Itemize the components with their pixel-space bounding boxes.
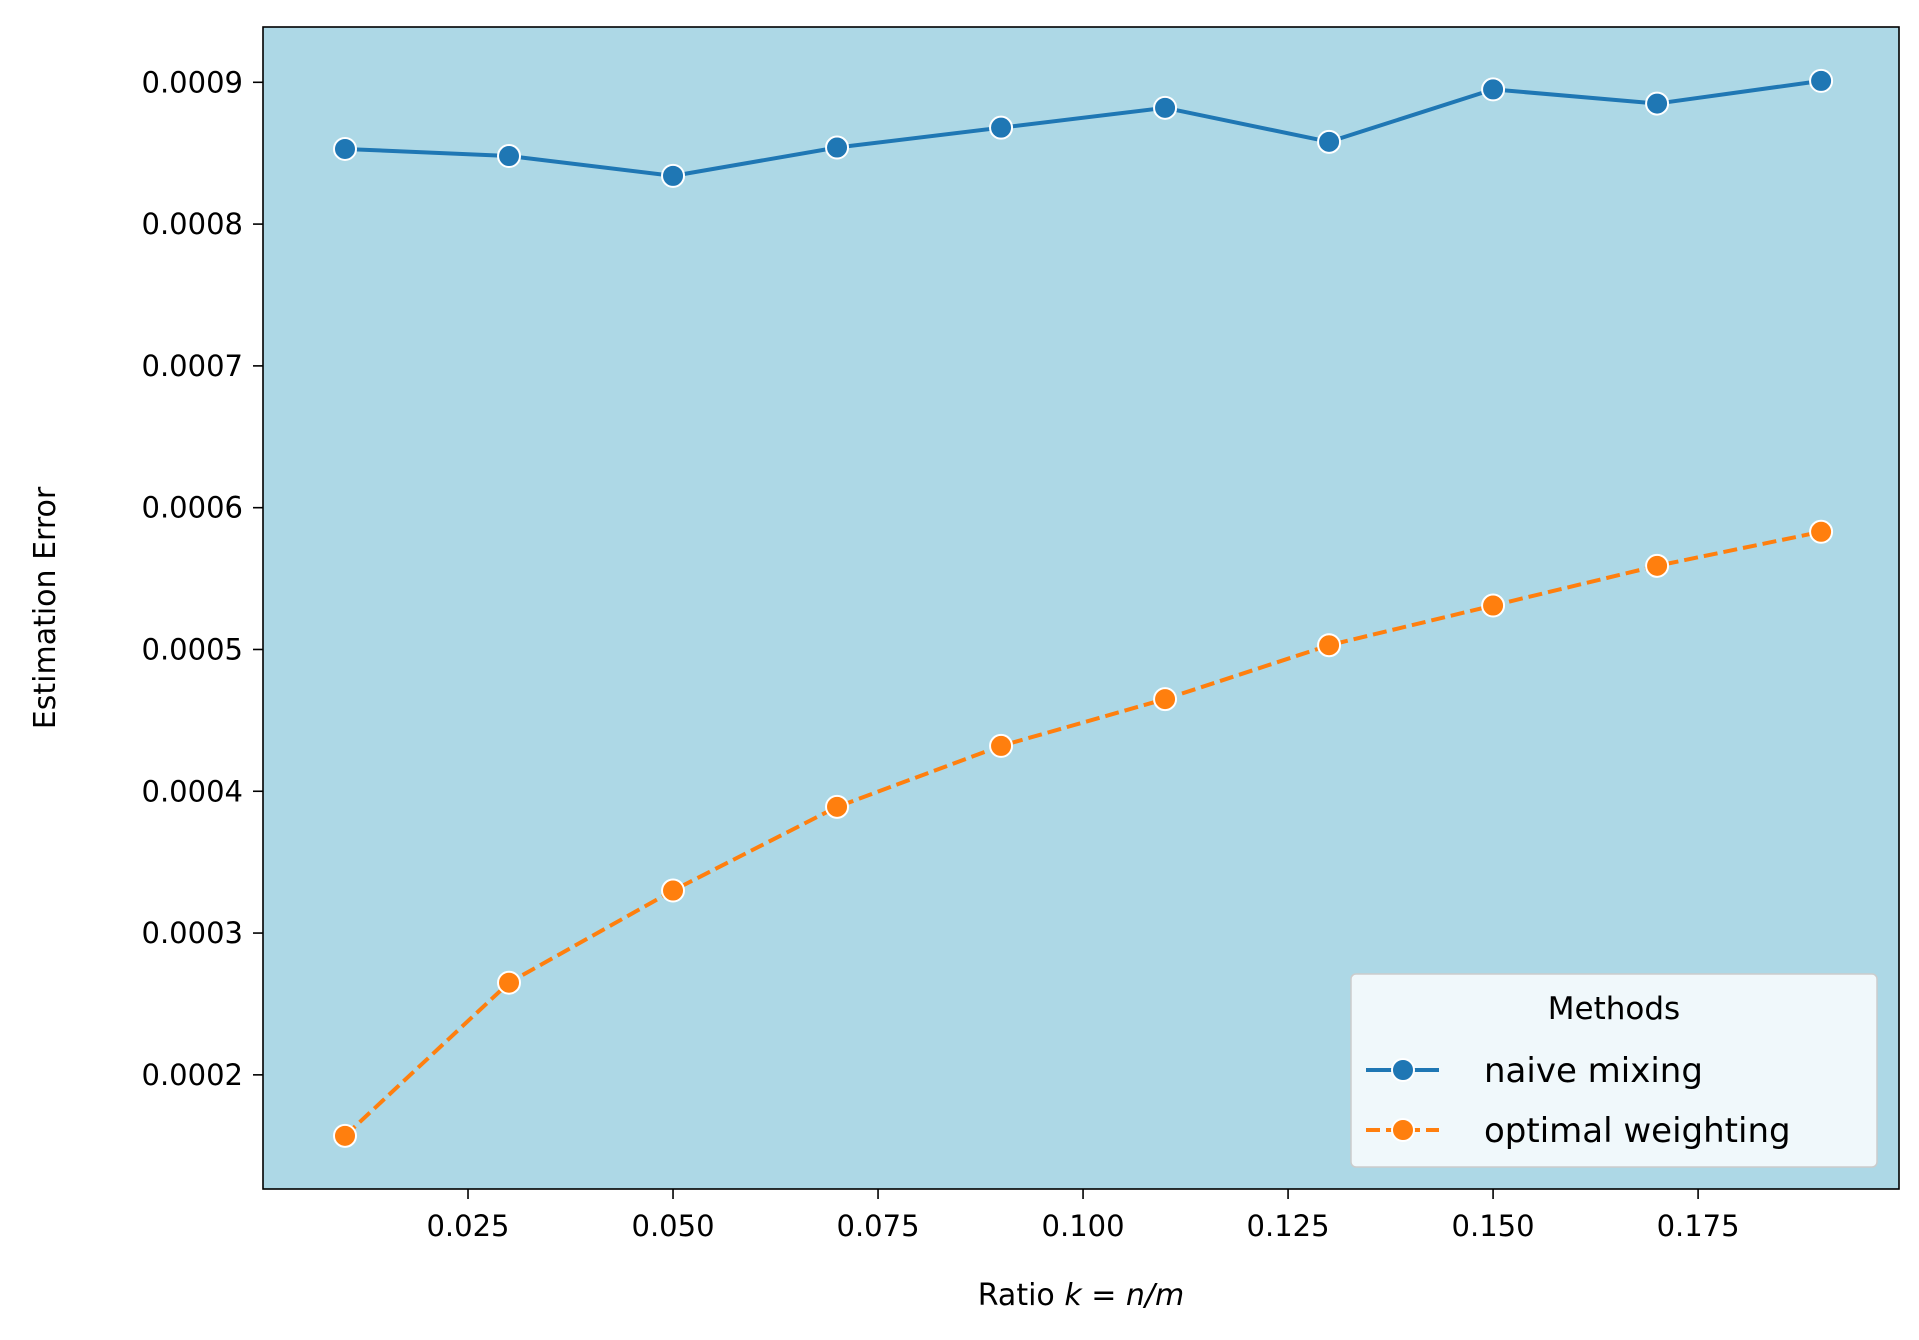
- x-tick-label: 0.050: [632, 1209, 715, 1243]
- data-point: [1153, 95, 1178, 120]
- x-tick-label: 0.175: [1657, 1209, 1740, 1243]
- data-point: [1809, 519, 1834, 544]
- x-tick-label: 0.100: [1042, 1209, 1125, 1243]
- legend-label: optimal weighting: [1484, 1111, 1791, 1151]
- data-point: [989, 733, 1014, 758]
- legend-marker-swatch: [1391, 1118, 1415, 1142]
- legend-box: [1350, 973, 1878, 1168]
- data-point: [333, 1123, 358, 1148]
- x-axis-label: Ratio k = n/m: [978, 1278, 1185, 1313]
- data-point: [497, 970, 522, 995]
- legend-marker-swatch: [1391, 1058, 1415, 1082]
- y-axis-label: Estimation Error: [28, 486, 63, 729]
- legend-label: naive mixing: [1484, 1051, 1703, 1091]
- series-line: [344, 78, 1822, 178]
- data-point: [1481, 593, 1506, 618]
- series-layer: [333, 68, 1834, 1148]
- legend-item: optimal weighting: [1366, 1111, 1791, 1151]
- data-point: [1809, 68, 1834, 93]
- series-optimal-weighting: [333, 519, 1834, 1148]
- data-point: [661, 878, 686, 903]
- y-tick-label: 0.0002: [142, 1058, 243, 1092]
- x-tick-label: 0.025: [426, 1209, 509, 1243]
- y-tick-label: 0.0008: [142, 207, 243, 241]
- legend-item: naive mixing: [1366, 1051, 1703, 1091]
- data-point: [1317, 129, 1342, 154]
- y-tick-label: 0.0006: [142, 491, 243, 525]
- x-tick-label: 0.075: [837, 1209, 920, 1243]
- y-tick-label: 0.0007: [142, 349, 243, 383]
- y-tick-label: 0.0004: [142, 774, 243, 808]
- y-tick-label: 0.0005: [142, 632, 243, 666]
- x-axis-label-math: k = n/m: [1064, 1278, 1184, 1313]
- data-point: [333, 136, 358, 161]
- series-naive-mixing: [333, 68, 1834, 188]
- y-tick-label: 0.0003: [142, 916, 243, 950]
- legend-title: Methods: [1548, 991, 1680, 1027]
- data-point: [497, 144, 522, 169]
- y-tick-label: 0.0009: [142, 65, 243, 99]
- data-point: [661, 163, 686, 188]
- x-tick-label: 0.150: [1452, 1209, 1535, 1243]
- data-point: [1481, 77, 1506, 102]
- data-point: [1645, 553, 1670, 578]
- y-axis-ticks: 0.0002 0.0003 0.0004 0.0005 0.0006 0.0007 0.00…: [142, 65, 263, 1092]
- data-point: [825, 135, 850, 160]
- plot-frame: [262, 26, 1900, 1190]
- data-point: [1317, 633, 1342, 658]
- data-point: [1153, 687, 1178, 712]
- x-axis-ticks: 0.025 0.050 0.075 0.100 0.125 0.150 0.175: [426, 1189, 1740, 1243]
- series-line: [343, 529, 1822, 1138]
- x-tick-label: 0.125: [1247, 1209, 1330, 1243]
- data-point: [1645, 91, 1670, 116]
- data-point: [825, 794, 850, 819]
- legend-items: naive mixing optimal weighting: [1366, 1051, 1791, 1151]
- data-point: [989, 115, 1014, 140]
- legend: Methods naive mixing optimal weighting: [1350, 973, 1878, 1168]
- x-axis-label-prefix: Ratio: [978, 1278, 1065, 1313]
